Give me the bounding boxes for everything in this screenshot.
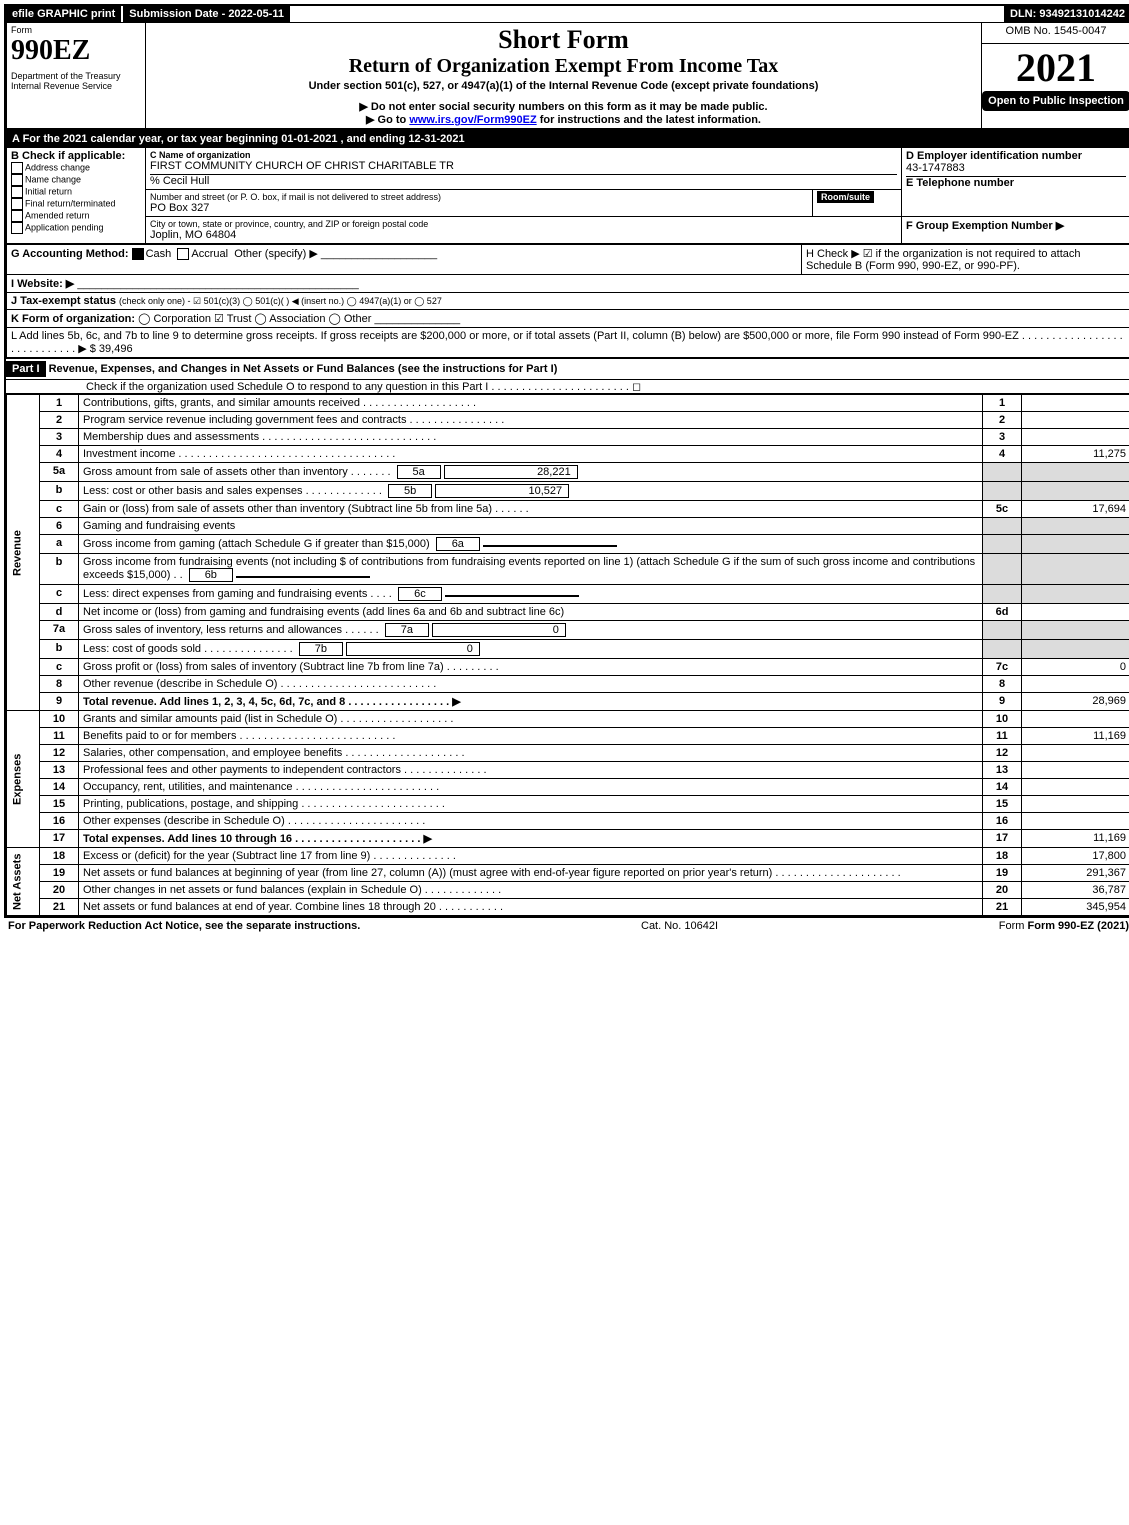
line-5a: Gross amount from sale of assets other t… — [79, 463, 983, 482]
line-16: Other expenses (describe in Schedule O) … — [79, 813, 983, 830]
section-j-head: J Tax-exempt status — [11, 295, 116, 307]
expenses-side: Expenses — [7, 711, 40, 848]
check-name[interactable]: Name change — [11, 174, 141, 186]
city-head: City or town, state or province, country… — [150, 219, 897, 229]
line-6: Gaming and fundraising events — [79, 518, 983, 535]
street-value: PO Box 327 — [150, 202, 808, 214]
line-14: Occupancy, rent, utilities, and maintena… — [79, 779, 983, 796]
check-address[interactable]: Address change — [11, 162, 141, 174]
open-public: Open to Public Inspection — [982, 91, 1129, 111]
line-13: Professional fees and other payments to … — [79, 762, 983, 779]
section-g-head: G Accounting Method: — [11, 248, 129, 260]
line-7a: Gross sales of inventory, less returns a… — [79, 621, 983, 640]
org-name: FIRST COMMUNITY CHURCH OF CHRIST CHARITA… — [150, 160, 897, 172]
check-initial[interactable]: Initial return — [11, 186, 141, 198]
section-e-head: E Telephone number — [906, 176, 1126, 189]
part-i-label: Part I — [6, 361, 46, 377]
line-1: Contributions, gifts, grants, and simila… — [79, 395, 983, 412]
subtitle-text: Under section 501(c), 527, or 4947(a)(1)… — [150, 80, 977, 92]
section-h: H Check ▶ ☑ if the organization is not r… — [802, 245, 1129, 275]
line-7b: Less: cost of goods sold . . . . . . . .… — [79, 640, 983, 659]
line-9: Total revenue. Add lines 1, 2, 3, 4, 5c,… — [79, 693, 983, 711]
line-6c: Less: direct expenses from gaming and fu… — [79, 585, 983, 604]
dept-treasury: Department of the Treasury Internal Reve… — [11, 71, 141, 91]
goto-link[interactable]: www.irs.gov/Form990EZ — [409, 114, 536, 126]
street-head: Number and street (or P. O. box, if mail… — [150, 192, 441, 202]
line-21: Net assets or fund balances at end of ye… — [79, 899, 983, 916]
footer: For Paperwork Reduction Act Notice, see … — [4, 918, 1129, 934]
g-cash[interactable]: Cash — [146, 248, 172, 260]
goto-prefix: ▶ Go to — [366, 114, 409, 126]
tax-year: 2021 — [982, 44, 1129, 91]
g-accrual[interactable]: Accrual — [191, 248, 228, 260]
form-container: efile GRAPHIC print Submission Date - 20… — [4, 4, 1129, 918]
line-5c: Gain or (loss) from sale of assets other… — [79, 501, 983, 518]
line-3: Membership dues and assessments . . . . … — [79, 429, 983, 446]
header-block: Form 990EZ Department of the Treasury In… — [6, 22, 1129, 129]
efile-link[interactable]: efile GRAPHIC print — [6, 6, 121, 22]
short-form-title: Short Form — [150, 25, 977, 55]
main-title: Return of Organization Exempt From Incom… — [150, 55, 977, 78]
ein: 43-1747883 — [906, 162, 1126, 174]
line-10: Grants and similar amounts paid (list in… — [79, 711, 983, 728]
section-d-head: D Employer identification number — [906, 150, 1126, 162]
line-6a: Gross income from gaming (attach Schedul… — [79, 535, 983, 554]
revenue-side: Revenue — [7, 395, 40, 711]
check-final[interactable]: Final return/terminated — [11, 198, 141, 210]
netassets-side: Net Assets — [7, 848, 40, 916]
dln: DLN: 93492131014242 — [1004, 6, 1129, 22]
section-k-opts: ◯ Corporation ☑ Trust ◯ Association ◯ Ot… — [138, 313, 371, 325]
section-f-head: F Group Exemption Number ▶ — [906, 219, 1126, 232]
line-15: Printing, publications, postage, and shi… — [79, 796, 983, 813]
line-12: Salaries, other compensation, and employ… — [79, 745, 983, 762]
part-i-bar: Part I Revenue, Expenses, and Changes in… — [6, 358, 1129, 380]
line-7c: Gross profit or (loss) from sales of inv… — [79, 659, 983, 676]
line-17: Total expenses. Add lines 10 through 16 … — [79, 830, 983, 848]
submission-date: Submission Date - 2022-05-11 — [121, 6, 290, 22]
form-number: 990EZ — [11, 35, 141, 67]
form-label: Form — [11, 25, 141, 35]
section-i-head: I Website: ▶ — [11, 278, 74, 290]
room-head: Room/suite — [817, 191, 874, 203]
line-20: Other changes in net assets or fund bala… — [79, 882, 983, 899]
section-c-head: C Name of organization — [150, 150, 897, 160]
part-i-title: Revenue, Expenses, and Changes in Net As… — [49, 363, 558, 375]
top-bar: efile GRAPHIC print Submission Date - 20… — [6, 6, 1129, 22]
line-18: Excess or (deficit) for the year (Subtra… — [79, 848, 983, 865]
section-j-detail: (check only one) - ☑ 501(c)(3) ◯ 501(c)(… — [119, 296, 442, 306]
g-other[interactable]: Other (specify) ▶ — [234, 248, 318, 260]
line-4: Investment income . . . . . . . . . . . … — [79, 446, 983, 463]
line-11: Benefits paid to or for members . . . . … — [79, 728, 983, 745]
check-amended[interactable]: Amended return — [11, 210, 141, 222]
section-k-head: K Form of organization: — [11, 313, 135, 325]
footer-right: Form Form 990-EZ (2021) — [999, 920, 1129, 932]
city-value: Joplin, MO 64804 — [150, 229, 897, 241]
section-b-head: B Check if applicable: — [11, 150, 141, 162]
org-info-block: B Check if applicable: Address change Na… — [6, 147, 1129, 244]
warning-text: ▶ Do not enter social security numbers o… — [150, 100, 977, 113]
g-to-l-block: G Accounting Method: Cash Accrual Other … — [6, 244, 1129, 358]
line-2: Program service revenue including govern… — [79, 412, 983, 429]
care-of: % Cecil Hull — [150, 174, 897, 187]
line-6b: Gross income from fundraising events (no… — [79, 554, 983, 585]
section-a-heading: A For the 2021 calendar year, or tax yea… — [6, 129, 1129, 147]
section-l: L Add lines 5b, 6c, and 7b to line 9 to … — [7, 328, 1129, 358]
line-8: Other revenue (describe in Schedule O) .… — [79, 676, 983, 693]
footer-cat: Cat. No. 10642I — [641, 920, 718, 932]
line-19: Net assets or fund balances at beginning… — [79, 865, 983, 882]
line-5b: Less: cost or other basis and sales expe… — [79, 482, 983, 501]
part-i-check: Check if the organization used Schedule … — [6, 380, 1129, 394]
line-6d: Net income or (loss) from gaming and fun… — [79, 604, 983, 621]
lines-table: Revenue 1Contributions, gifts, grants, a… — [6, 394, 1129, 916]
footer-left: For Paperwork Reduction Act Notice, see … — [8, 920, 360, 932]
omb-number: OMB No. 1545-0047 — [982, 23, 1129, 44]
check-pending[interactable]: Application pending — [11, 222, 141, 234]
goto-tail: for instructions and the latest informat… — [540, 114, 761, 126]
